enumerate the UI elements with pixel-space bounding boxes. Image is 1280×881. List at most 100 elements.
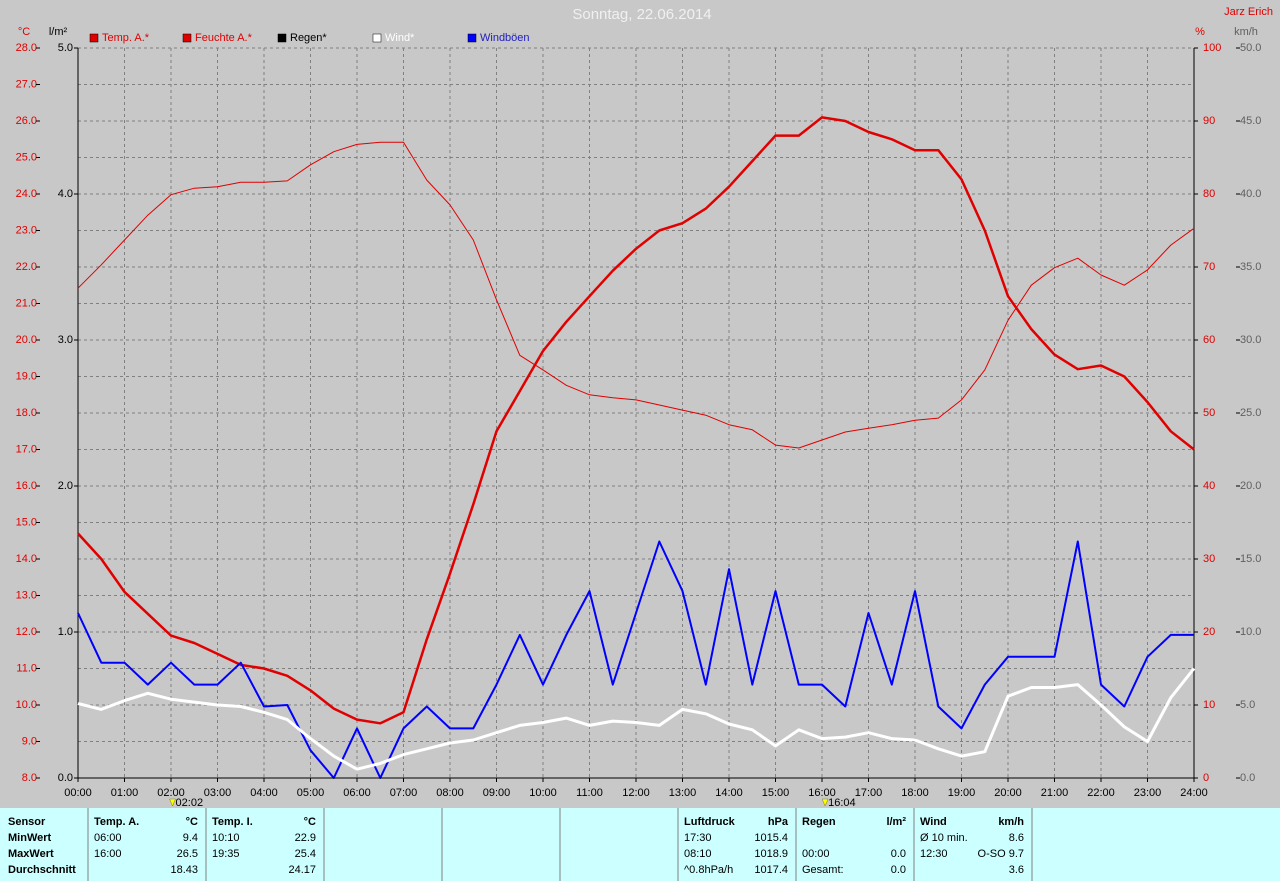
author: Jarz Erich [1224,6,1273,18]
table-cell: Wind [920,816,947,828]
y-tick-label: 15.0 [1240,553,1261,565]
table-cell: Temp. I. [212,816,253,828]
y-tick-label: 0 [1203,772,1209,784]
y-tick-label: 10.0 [16,699,37,711]
x-tick-label: 11:00 [576,787,603,799]
axis-unit: km/h [1234,26,1258,38]
y-tick-label: 14.0 [16,553,37,565]
table-background [0,808,1280,881]
x-tick-label: 03:00 [204,787,232,799]
table-label: MaxWert [8,848,54,860]
legend-label: Windböen [480,32,530,44]
table-cell: 06:00 [94,832,122,844]
y-tick-label: 21.0 [16,297,37,309]
x-tick-label: 05:00 [297,787,325,799]
y-tick-label: 12.0 [16,626,37,638]
table-label: Durchschnitt [8,864,76,876]
x-tick-label: 00:00 [64,787,92,799]
x-tick-label: 21:00 [1041,787,1069,799]
series-line [77,540,1194,779]
table-cell: 22.9 [295,832,316,844]
table-cell: Regen [802,816,836,828]
y-tick-label: 18.0 [16,407,37,419]
x-tick-label: 07:00 [390,787,418,799]
y-tick-label: 50 [1203,407,1215,419]
y-tick-label: 13.0 [16,589,37,601]
y-tick-label: 27.0 [16,78,37,90]
y-tick-label: 0.0 [1240,772,1255,784]
marker-label: 02:02 [176,797,204,809]
x-tick-label: 16:00 [808,787,836,799]
legend-swatch [182,33,192,43]
y-tick-label: 30 [1203,553,1215,565]
table-cell: 8.6 [1009,832,1024,844]
legend-swatch [89,33,99,43]
x-tick-label: 22:00 [1087,787,1115,799]
table-cell: 16:00 [94,848,122,860]
table-cell: Gesamt: [802,864,844,876]
x-tick-label: 14:00 [715,787,743,799]
y-tick-label: 2.0 [58,480,73,492]
y-tick-label: 80 [1203,188,1215,200]
x-tick-label: 24:00 [1180,787,1208,799]
y-tick-label: 35.0 [1240,261,1261,273]
y-tick-label: 19.0 [16,370,37,382]
x-tick-label: 17:00 [855,787,883,799]
x-tick-label: 10:00 [529,787,557,799]
table-cell: 26.5 [177,848,198,860]
table-cell: 0.0 [891,864,906,876]
table-cell: km/h [998,816,1024,828]
y-tick-label: 15.0 [16,516,37,528]
table-cell: 1015.4 [754,832,788,844]
y-tick-label: 5.0 [1240,699,1255,711]
marker [821,798,829,807]
table-cell: 17:30 [684,832,712,844]
y-tick-label: 45.0 [1240,115,1261,127]
table-cell: 3.6 [1009,864,1024,876]
x-tick-label: 06:00 [343,787,371,799]
table-cell: 25.4 [295,848,316,860]
x-tick-label: 08:00 [436,787,464,799]
y-tick-label: 70 [1203,261,1215,273]
x-tick-label: 02:00 [157,787,185,799]
table-cell: 1018.9 [754,848,788,860]
y-tick-label: 25.0 [16,151,37,163]
table-cell: Temp. A. [94,816,139,828]
table-cell: 0.0 [891,848,906,860]
y-tick-label: 5.0 [58,42,73,54]
legend-label: Feuchte A.* [195,32,253,44]
table-cell: l/m² [886,816,906,828]
y-tick-label: 50.0 [1240,42,1261,54]
y-tick-label: 24.0 [16,188,37,200]
axis-unit: % [1195,26,1205,38]
table-cell: 10:10 [212,832,240,844]
y-tick-label: 8.0 [22,772,37,784]
x-tick-label: 04:00 [250,787,278,799]
table-cell: hPa [768,816,789,828]
y-tick-label: 22.0 [16,261,37,273]
y-tick-label: 30.0 [1240,334,1261,346]
table-cell: 12:30 [920,848,948,860]
table-cell: 9.4 [183,832,198,844]
y-tick-label: 20.0 [16,334,37,346]
y-tick-label: 9.0 [22,735,37,747]
y-tick-label: 4.0 [58,188,73,200]
legend-label: Temp. A.* [102,32,150,44]
series-line [77,141,1195,449]
y-tick-label: 90 [1203,115,1215,127]
axis-unit: °C [18,26,30,38]
table-cell: 18.43 [170,864,198,876]
table-label: MinWert [8,832,52,844]
y-tick-label: 25.0 [1240,407,1261,419]
x-tick-label: 01:00 [111,787,139,799]
y-tick-label: 100 [1203,42,1221,54]
y-tick-label: 20.0 [1240,480,1261,492]
y-tick-label: 60 [1203,334,1215,346]
x-tick-label: 23:00 [1134,787,1162,799]
table-label: Sensor [8,816,46,828]
y-tick-label: 16.0 [16,480,37,492]
table-cell: 24.17 [288,864,316,876]
table-cell: 00:00 [802,848,830,860]
